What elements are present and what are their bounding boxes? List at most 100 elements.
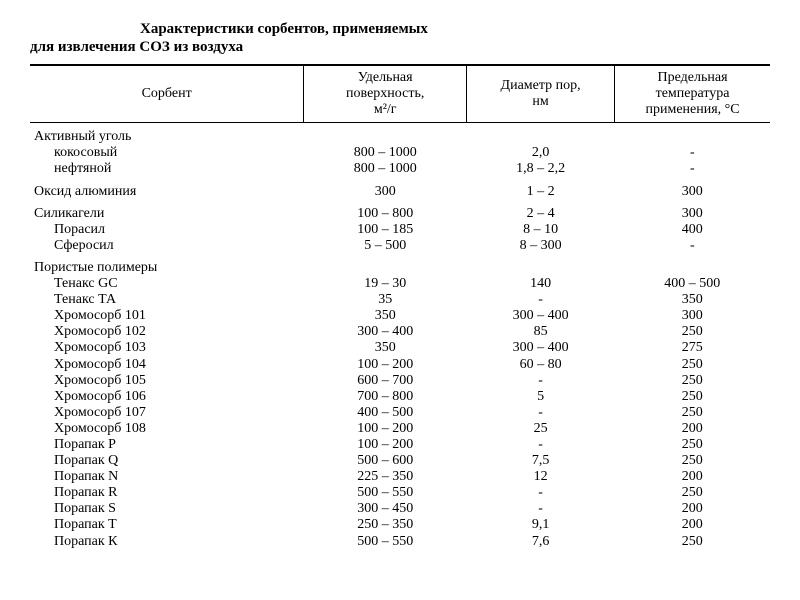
group-name: Активный уголь [30, 123, 304, 146]
cell-temp: 275 [615, 340, 770, 356]
sorbent-name: Хромосорб 108 [30, 421, 304, 437]
cell-temp: - [615, 145, 770, 161]
cell-pore: - [467, 373, 615, 389]
sorbent-name: Хромосорб 101 [30, 308, 304, 324]
sorbent-name: Порапак Р [30, 437, 304, 453]
table-row: Хромосорб 101350300 – 400300 [30, 308, 770, 324]
cell-pore: - [467, 437, 615, 453]
sorbent-name: нефтяной [30, 161, 304, 177]
cell-temp: 300 [615, 308, 770, 324]
sorbent-name: Хромосорб 106 [30, 389, 304, 405]
cell-pore: - [467, 405, 615, 421]
cell-temp: 250 [615, 453, 770, 469]
cell-pore: - [467, 292, 615, 308]
sorbent-name: Хромосорб 104 [30, 357, 304, 373]
sorbent-name: кокосовый [30, 145, 304, 161]
cell-temp: 200 [615, 421, 770, 437]
table-row: Сферосил5 – 5008 – 300- [30, 238, 770, 254]
table-row: Порапак R500 – 550-250 [30, 485, 770, 501]
group-header-cell [467, 254, 615, 276]
sorbent-name: Хромосорб 103 [30, 340, 304, 356]
title-line-2: для извлечения СОЗ из воздуха [30, 38, 770, 56]
cell-surf: 100 – 200 [304, 357, 467, 373]
group-header-row: Пористые полимеры [30, 254, 770, 276]
cell-pore: 300 – 400 [467, 340, 615, 356]
table-row: Хромосорб 104100 – 20060 – 80250 [30, 357, 770, 373]
title-line-1: Характеристики сорбентов, применяемых [30, 20, 770, 38]
cell-temp: 250 [615, 389, 770, 405]
cell-temp: 250 [615, 324, 770, 340]
cell-temp: 250 [615, 405, 770, 421]
cell-temp: 250 [615, 437, 770, 453]
table-row: Хромосорб 107400 – 500-250 [30, 405, 770, 421]
cell-pore: 140 [467, 276, 615, 292]
table-row: нефтяной800 – 10001,8 – 2,2- [30, 161, 770, 177]
group-header-cell [615, 123, 770, 146]
group-header-cell: 1 – 2 [467, 178, 615, 200]
cell-surf: 800 – 1000 [304, 145, 467, 161]
group-header-row: Оксид алюминия3001 – 2300 [30, 178, 770, 200]
sorbent-name: Сферосил [30, 238, 304, 254]
group-header-cell: 100 – 800 [304, 200, 467, 222]
cell-temp: 400 [615, 222, 770, 238]
cell-surf: 600 – 700 [304, 373, 467, 389]
cell-pore: 7,5 [467, 453, 615, 469]
cell-temp: 250 [615, 485, 770, 501]
group-header-cell: 2 – 4 [467, 200, 615, 222]
cell-temp: 200 [615, 517, 770, 533]
table-row: Порапак Р100 – 200-250 [30, 437, 770, 453]
table-row: Хромосорб 105600 – 700-250 [30, 373, 770, 389]
cell-pore: 300 – 400 [467, 308, 615, 324]
cell-surf: 350 [304, 308, 467, 324]
table-row: Порасил100 – 1858 – 10400 [30, 222, 770, 238]
sorbent-name: Порапак Q [30, 453, 304, 469]
cell-temp: 350 [615, 292, 770, 308]
sorbent-name: Порапак N [30, 469, 304, 485]
cell-temp: - [615, 238, 770, 254]
table-row: Хромосорб 102300 – 40085250 [30, 324, 770, 340]
cell-pore: - [467, 485, 615, 501]
cell-surf: 700 – 800 [304, 389, 467, 405]
group-header-row: Силикагели100 – 8002 – 4300 [30, 200, 770, 222]
sorbent-name: Хромосорб 102 [30, 324, 304, 340]
header-row: Сорбент Удельная поверхность, м²/г Диаме… [30, 65, 770, 123]
group-header-cell [304, 254, 467, 276]
table-row: Хромосорб 108100 – 20025200 [30, 421, 770, 437]
sorbent-name: Порапак R [30, 485, 304, 501]
table-row: Тенакс ТА35-350 [30, 292, 770, 308]
cell-surf: 100 – 200 [304, 421, 467, 437]
table-row: Порапак Т250 – 3509,1200 [30, 517, 770, 533]
cell-temp: - [615, 161, 770, 177]
sorbent-name: Порапак Т [30, 517, 304, 533]
cell-pore: 25 [467, 421, 615, 437]
col-sorbent: Сорбент [30, 65, 304, 123]
cell-pore: 85 [467, 324, 615, 340]
cell-pore: 12 [467, 469, 615, 485]
group-name: Оксид алюминия [30, 178, 304, 200]
cell-pore: 60 – 80 [467, 357, 615, 373]
cell-surf: 100 – 185 [304, 222, 467, 238]
cell-temp: 200 [615, 501, 770, 517]
group-header-cell [304, 123, 467, 146]
cell-pore: 7,6 [467, 534, 615, 550]
group-header-cell: 300 [615, 178, 770, 200]
table-body: Активный уголькокосовый800 – 10002,0-неф… [30, 123, 770, 550]
col-surface: Удельная поверхность, м²/г [304, 65, 467, 123]
cell-pore: 2,0 [467, 145, 615, 161]
group-header-cell [615, 254, 770, 276]
sorbent-name: Тенакс GC [30, 276, 304, 292]
table-row: Хромосорб 106700 – 8005250 [30, 389, 770, 405]
cell-surf: 100 – 200 [304, 437, 467, 453]
cell-pore: 9,1 [467, 517, 615, 533]
cell-temp: 250 [615, 373, 770, 389]
cell-surf: 500 – 550 [304, 485, 467, 501]
col-pore: Диаметр пор, нм [467, 65, 615, 123]
group-header-row: Активный уголь [30, 123, 770, 146]
sorbent-name: Хромосорб 107 [30, 405, 304, 421]
sorbent-name: Порасил [30, 222, 304, 238]
group-header-cell: 300 [304, 178, 467, 200]
table-row: Порапак N225 – 35012200 [30, 469, 770, 485]
sorbent-name: Тенакс ТА [30, 292, 304, 308]
col-temp: Предельная температура применения, °С [615, 65, 770, 123]
table-row: Порапак Q500 – 6007,5250 [30, 453, 770, 469]
